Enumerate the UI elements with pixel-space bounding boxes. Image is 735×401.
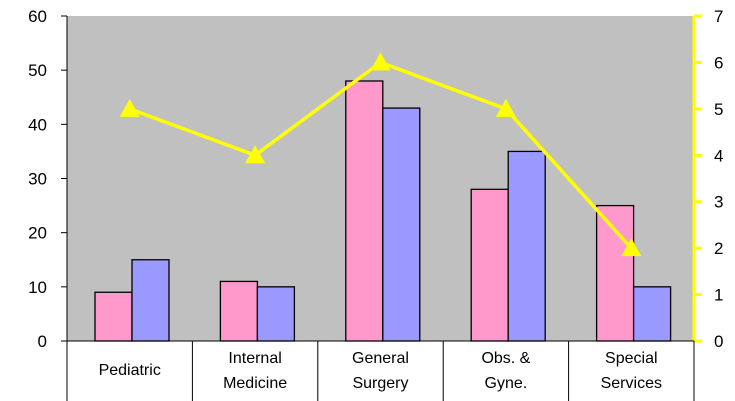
y-right-tick-label: 0 [714,332,723,351]
category-label-4-line-1: Obs. & [481,350,530,367]
bar-series-1-2 [219,280,259,342]
category-label-2-line-1: Internal [228,350,281,367]
bar-series-2-3 [382,107,421,342]
bar-series-2-4 [507,150,546,342]
bar-series-1-3 [345,80,384,342]
axes-layer [61,14,702,401]
category-label-2-line-2: Medicine [223,375,287,392]
bar-series-2-1 [131,259,170,342]
y-right-tick-label: 5 [714,100,723,119]
category-label-3-line-2: Surgery [352,375,408,392]
bar-layer [94,80,672,342]
y-right-tick-label: 4 [714,146,723,165]
category-label-1: Pediatric [99,362,161,379]
category-label-4-line-2: Gyne. [485,375,528,392]
labels-layer: 0 10 20 30 40 50 60 0 1 2 3 4 5 6 7 Pediatric Internal Me… [28,7,723,392]
y-right-tick-label: 6 [714,53,723,72]
y-left-tick-label: 10 [28,278,47,297]
y-right-tick-label: 7 [714,7,723,26]
bar-series-2-2 [256,286,296,342]
category-label-3-line-1: General [352,350,409,367]
line-marker-5 [621,238,642,257]
line-marker-1 [119,98,140,117]
y-right-tick-label: 2 [714,239,723,258]
category-label-5-line-2: Services [601,375,662,392]
y-right-tick-label: 1 [714,286,723,305]
category-label-5-line-1: Special [605,350,657,367]
line-layer [119,52,642,257]
y-right-tick-label: 3 [714,193,723,212]
y-left-tick-label: 30 [28,170,47,189]
line-marker-4 [495,98,516,117]
y-left-tick-label: 60 [28,7,47,26]
y-left-tick-label: 20 [28,224,47,243]
y-left-tick-label: 0 [38,332,47,351]
y-left-tick-label: 40 [28,115,47,134]
bar-series-1-4 [470,188,509,342]
bar-series-1-5 [595,204,635,342]
y-left-tick-label: 50 [28,61,47,80]
bar-series-2-5 [632,286,672,342]
bar-series-1-1 [94,291,133,342]
line-marker-2 [245,145,266,164]
line-marker-3 [370,52,391,71]
